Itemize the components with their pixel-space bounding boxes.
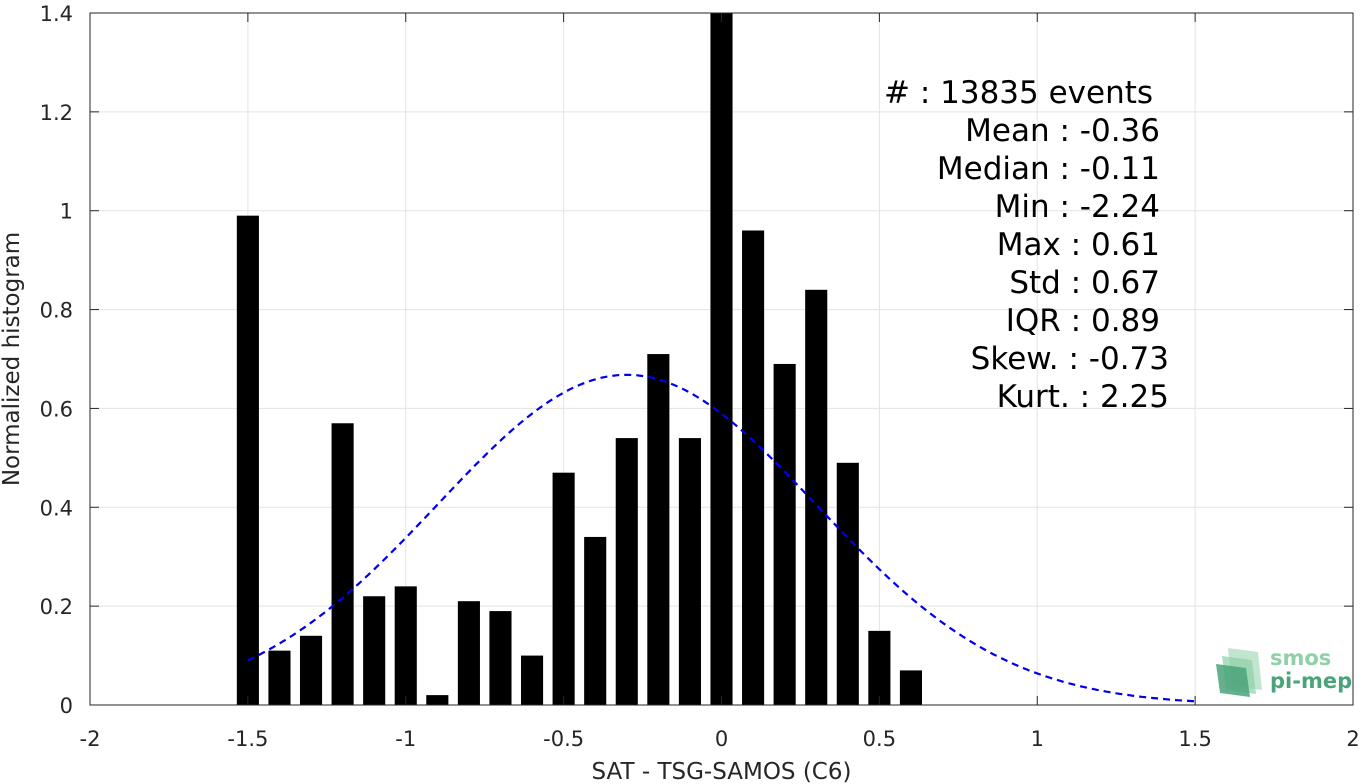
histogram-bar: [615, 438, 638, 705]
logo-text-smos: smos: [1270, 646, 1331, 670]
x-axis-ticks: -2 -1.5 -1 -0.5 0 0.5 1 1.5 2: [80, 13, 1360, 751]
histogram-bar: [489, 611, 512, 705]
y-tick-label: 0: [60, 694, 73, 718]
histogram-bar: [552, 472, 575, 705]
histogram-bar: [299, 635, 323, 705]
stat-iqr: IQR : 0.89: [1006, 303, 1160, 339]
stat-mean: Mean : -0.36: [965, 113, 1160, 149]
histogram-bar: [742, 230, 765, 705]
x-axis-label: SAT - TSG-SAMOS (C6): [592, 759, 852, 784]
y-tick-label: 1.2: [40, 101, 73, 125]
stat-count: # : 13835 events: [884, 75, 1153, 111]
stat-std: Std : 0.67: [1009, 265, 1160, 301]
histogram-bar: [584, 536, 607, 705]
histogram-bar: [236, 215, 259, 705]
histogram-bar: [268, 650, 291, 705]
x-tick-label: 1: [1031, 727, 1044, 751]
y-tick-label: 0.2: [40, 595, 73, 619]
y-tick-label: 1.4: [40, 2, 73, 26]
histogram-bar: [836, 462, 859, 705]
smos-pi-mep-logo: smos pi-mep: [1216, 646, 1352, 697]
stat-kurt: Kurt. : 2.25: [997, 379, 1169, 415]
x-tick-label: 2: [1346, 727, 1359, 751]
x-tick-label: -1.5: [227, 727, 268, 751]
histogram-bar: [426, 695, 449, 705]
fit-curve-line: [247, 373, 1196, 703]
x-tick-label: -0.5: [543, 727, 584, 751]
y-tick-label: 0.8: [40, 299, 73, 323]
histogram-bar: [899, 670, 923, 705]
y-axis-ticks: 0 0.2 0.4 0.6 0.8 1 1.2 1.4: [40, 2, 1353, 718]
histogram-bar: [363, 596, 386, 705]
y-axis-label: Normalized histogram: [0, 232, 25, 486]
logo-text-pi-mep: pi-mep: [1270, 669, 1352, 693]
histogram-bar: [394, 586, 417, 705]
histogram-bar: [520, 655, 544, 705]
x-tick-label: -1: [395, 727, 416, 751]
stat-max: Max : 0.61: [997, 227, 1160, 263]
histogram-bar: [457, 601, 480, 705]
x-tick-label: 0: [715, 727, 728, 751]
histogram-bar: [773, 363, 796, 705]
stat-median: Median : -0.11: [937, 151, 1160, 187]
x-tick-label: 0.5: [863, 727, 896, 751]
histogram-bar: [805, 289, 828, 705]
y-tick-label: 0.4: [40, 496, 73, 520]
stat-min: Min : -2.24: [995, 189, 1160, 225]
histogram-bar: [868, 630, 891, 705]
histogram-bar: [678, 438, 701, 705]
x-tick-label: 1.5: [1178, 727, 1211, 751]
histogram-bar: [647, 354, 670, 705]
histogram-bars: [236, 13, 923, 705]
stat-skew: Skew. : -0.73: [971, 341, 1169, 377]
x-tick-label: -2: [80, 727, 101, 751]
y-tick-label: 1: [60, 200, 73, 224]
histogram-bar: [331, 423, 354, 705]
histogram-bar: [710, 13, 733, 705]
logo-layers-icon: [1216, 648, 1262, 697]
y-tick-label: 0.6: [40, 397, 73, 421]
stats-annotation: # : 13835 events Mean : -0.36 Median : -…: [884, 75, 1169, 415]
